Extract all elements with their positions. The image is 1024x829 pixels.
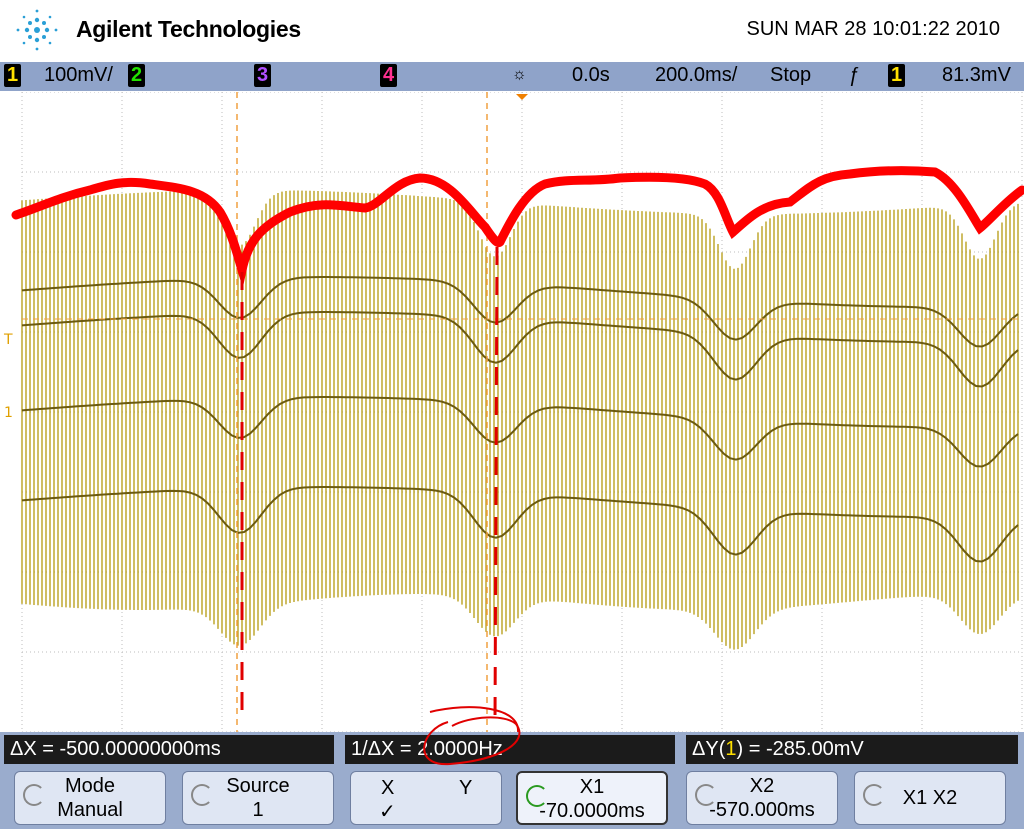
softkey-value: Manual: [57, 799, 123, 821]
softkey-alt: Y: [459, 777, 473, 799]
delta-y-channel: 1: [725, 738, 737, 760]
time-scale: 200.0ms/: [655, 64, 738, 86]
run-state: Stop: [770, 64, 812, 86]
trace-envelope: [21, 396, 1019, 468]
softkey-label: Mode: [64, 775, 116, 797]
softkey-label: Source: [226, 775, 290, 797]
softkey-label: X1 X2: [902, 787, 958, 809]
delta-y: ΔY(1) = -285.00mV: [686, 735, 1018, 764]
softkey-value: ✓: [379, 801, 396, 823]
mode-softkey[interactable]: Mode Manual: [14, 771, 166, 825]
delay-icon: ☼: [512, 66, 527, 83]
source-softkey[interactable]: Source 1: [182, 771, 334, 825]
softkey-row: Mode Manual Source 1 X ✓ Y X1 -70.0000ms X2 -5…: [0, 768, 1024, 829]
trigger-level: 81.3mV: [942, 64, 1011, 86]
time-delay: 0.0s: [572, 64, 610, 86]
header: Agilent Technologies SUN MAR 28 10:01:22…: [0, 0, 1024, 60]
x1x2-softkey[interactable]: X1 X2: [854, 771, 1006, 825]
channel-4[interactable]: 4: [380, 64, 398, 87]
trace-envelope: [21, 486, 1019, 563]
channel-scale: 100mV/: [44, 64, 113, 86]
annotation-circle: [423, 716, 521, 766]
softkey-label: X2: [749, 775, 775, 797]
annotation-envelope: [11, 166, 1024, 288]
channel-3[interactable]: 3: [254, 64, 272, 87]
channel-1[interactable]: 1: [4, 64, 22, 87]
datetime: SUN MAR 28 10:01:22 2010: [746, 18, 1001, 40]
ground-marker: 1: [4, 405, 13, 421]
softkey-value: -570.000ms: [709, 799, 815, 821]
measurement-bar: ΔX = -500.00000000ms 1/ΔX = 2.0000Hz ΔY(…: [0, 716, 1024, 768]
inverse-delta-x: 1/ΔX = 2.0000Hz: [345, 735, 675, 764]
delta-x: ΔX = -500.00000000ms: [4, 735, 334, 764]
delta-y-prefix: ΔY(: [692, 738, 726, 760]
waveform-display: T 1: [0, 92, 1024, 732]
status-bar: 1 100mV/ 2 3 4 ☼ 0.0s 200.0ms/ Stop ƒ 1 …: [0, 62, 1024, 91]
trace-envelope: [21, 311, 1019, 388]
brand: Agilent Technologies: [76, 16, 301, 42]
x1-softkey[interactable]: X1 -70.0000ms: [516, 771, 668, 825]
softkey-value: 1: [252, 799, 264, 821]
trigger-slope: ƒ: [848, 64, 860, 86]
softkey-value: -70.0000ms: [539, 800, 645, 822]
xy-softkey[interactable]: X ✓ Y: [350, 771, 502, 825]
x2-softkey[interactable]: X2 -570.000ms: [686, 771, 838, 825]
softkey-label: X1: [579, 776, 605, 798]
annotation-markers: [240, 246, 499, 723]
trigger-position: [516, 94, 528, 100]
trigger-marker: T: [3, 332, 13, 348]
softkey-label: X: [381, 777, 395, 799]
channel-2[interactable]: 2: [128, 64, 146, 87]
trace-envelope: [21, 276, 1019, 348]
delta-y-value: ) = -285.00mV: [736, 738, 864, 760]
trigger-source: 1: [888, 64, 906, 87]
logo: [16, 9, 58, 51]
trace: [21, 190, 1019, 650]
